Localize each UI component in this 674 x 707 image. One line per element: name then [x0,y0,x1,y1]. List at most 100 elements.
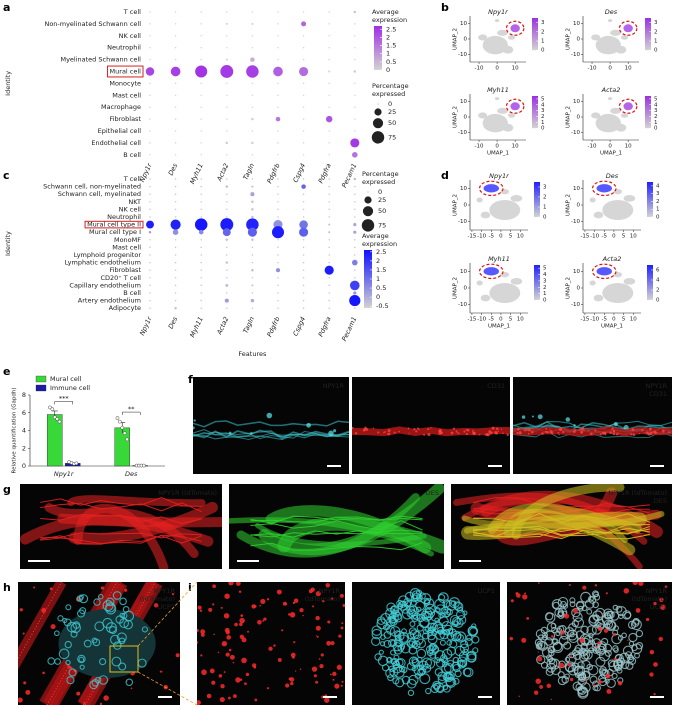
size-key-label: 50 [388,119,396,127]
signal [518,431,522,435]
dot [200,201,202,203]
speck [223,613,230,619]
identity-label: NK cell [119,205,142,213]
colorbar-tick-label: 1 [656,207,660,213]
cell-cluster [476,280,483,286]
speck [613,632,617,636]
dot [302,284,305,287]
dot [302,307,305,309]
speck [582,585,587,590]
dot [149,11,151,13]
speck [319,664,324,669]
signal [558,434,560,436]
dot [251,178,254,180]
speck [558,662,565,669]
signal [502,432,504,435]
signal [362,429,365,432]
y-axis-title: UMAP_2 [453,106,459,128]
channel-label: NPY1R [323,382,345,390]
tube [236,493,420,558]
signal [387,429,391,433]
adipocyte [102,617,113,629]
x-tick-label: 0 [608,144,612,150]
speck [341,680,344,683]
adipocyte [395,678,405,688]
gene-label: Acta2 [215,162,231,183]
zoom-line [137,581,198,647]
colorbar-tick-label: 2 [543,195,547,201]
dot [353,177,357,181]
dot [328,261,330,264]
adipocyte [557,676,567,686]
dot [354,82,356,85]
speck [245,672,250,677]
dot [149,142,151,144]
gene-label: Pdgfrb [265,316,281,339]
adipocyte [580,625,589,635]
dot [149,216,151,218]
signal [408,432,410,434]
speck [225,630,230,635]
dot [149,284,151,287]
speck [277,658,282,662]
dot [149,118,151,120]
micrograph: DES [229,484,444,569]
speck [539,685,543,689]
dot [200,185,202,188]
x-tick-label: 10 [625,66,632,72]
adipocyte [58,648,70,660]
cell-cluster [489,200,521,220]
speck [518,695,520,698]
dot [328,201,330,203]
adipocyte [407,689,415,697]
adipocyte [422,608,433,619]
speck [197,628,199,633]
data-point [74,461,79,466]
identity-label: MonoMF [114,236,141,244]
speck [521,637,527,643]
adipocyte [53,630,60,637]
speck [560,630,565,635]
highlight-outline [591,263,617,280]
dot [352,152,358,158]
tube [68,501,218,545]
speck [336,664,342,670]
dot [200,142,202,144]
speck [200,633,205,637]
speck [287,613,291,616]
adipocyte [414,673,421,679]
dot [302,130,305,132]
adipocyte [406,605,416,615]
x-tick-label: 5 [509,317,513,323]
speck [260,598,266,604]
cell-cluster [497,29,508,36]
dot [149,185,151,188]
legend-title: Average [362,232,389,240]
adipocyte [552,638,558,644]
signal [500,428,503,430]
x-tick-label: -15 [580,317,589,323]
signal [228,431,232,435]
colorbar [532,96,538,129]
adipocyte [141,626,149,633]
dot [251,307,254,309]
speck [660,604,666,610]
y-tick-label: 0 [464,203,468,209]
adipocyte [628,640,635,647]
speck [100,586,105,590]
signal [455,430,458,433]
dot [302,201,305,203]
dot [277,216,279,218]
speck [322,599,325,603]
plot-title: Des [606,172,619,180]
channel-label: UCP1 [650,603,667,611]
adipocyte [593,594,601,601]
dot [200,118,202,120]
dot [251,277,254,279]
dot [277,58,279,61]
signal [478,433,481,436]
dot [277,284,279,287]
dot [174,208,177,211]
legend-title: Average [372,8,399,16]
adipocyte [416,638,427,649]
